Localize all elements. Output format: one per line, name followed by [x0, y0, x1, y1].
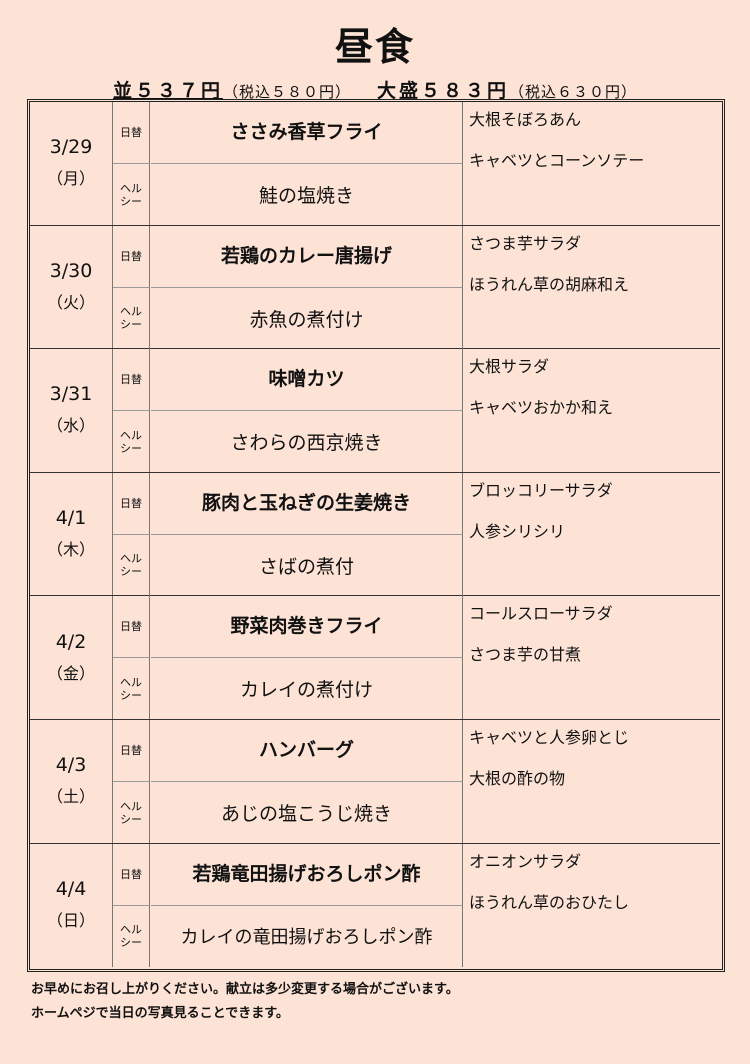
healthy-dish: あじの塩こうじ焼き — [151, 782, 463, 843]
weekday: （日） — [46, 911, 95, 931]
note-line: お早めにお召し上がりください。献立は多少変更する場合がございます。 — [31, 982, 459, 997]
side-dish: さつま芋サラダ — [469, 233, 582, 253]
side-dish: 大根の酢の物 — [469, 769, 566, 788]
date-cell: 4/4 （日） — [30, 843, 113, 968]
daily-dish: ハンバーグ — [151, 720, 463, 782]
healthy-dish: さわらの西京焼き — [151, 411, 463, 473]
healthy-label: ヘル シー — [113, 905, 150, 967]
side-dish: ブロッコリーサラダ — [469, 480, 613, 500]
menu-row: 3/31 （水） 日替 ヘル シー 味噌カツ さわらの西京焼き 大根サラダ キャ… — [30, 349, 720, 473]
side-dishes: さつま芋サラダ ほうれん草の胡麻和え — [469, 234, 629, 316]
daily-dish: 味噌カツ — [151, 349, 463, 412]
daily-dish: 若鶏のカレー唐揚げ — [151, 225, 463, 288]
menu-row: 4/3 （土） 日替 ヘル シー ハンバーグ あじの塩こうじ焼き キャベツと人参… — [30, 720, 720, 844]
side-dish: さつま芋の甘煮 — [469, 645, 582, 665]
date-cell: 3/30 （火） — [30, 225, 113, 349]
date: 3/29 — [49, 136, 93, 159]
menu-row: 4/1 （木） 日替 ヘル シー 豚肉と玉ねぎの生姜焼き さばの煮付 ブロッコリ… — [30, 472, 720, 597]
side-dish: キャベツとコーンソテー — [469, 151, 645, 170]
menu-row: 3/29 （月） 日替 ヘル シー ささみ香草フライ 鮭の塩焼き 大根そぼろあん… — [30, 102, 720, 226]
healthy-dish: 鮭の塩焼き — [151, 164, 463, 225]
side-dish: キャベツと人参卵とじ — [469, 728, 630, 747]
price-line: 並５３７円（税込５８０円） 大盛５８３円（税込６３０円） — [0, 80, 750, 103]
large-price-tax: （税込６３０円） — [509, 83, 638, 101]
side-dish: 大根サラダ — [469, 357, 550, 377]
regular-price-tax: （税込５８０円） — [222, 83, 351, 101]
healthy-label: ヘル シー — [113, 164, 150, 225]
weekday: （土） — [46, 787, 95, 807]
date: 4/1 — [55, 507, 87, 530]
weekday: （火） — [46, 292, 95, 312]
date-cell: 4/1 （木） — [30, 472, 113, 596]
side-dish: 人参シリシリ — [469, 521, 566, 541]
date-cell: 3/29 （月） — [30, 102, 113, 225]
weekday: （金） — [46, 663, 95, 683]
side-dishes: 大根サラダ キャベツおかか和え — [469, 357, 613, 439]
date-cell: 4/2 （金） — [30, 596, 113, 719]
daily-label: 日替 — [113, 472, 150, 535]
side-dish: ほうれん草の胡麻和え — [469, 274, 630, 294]
daily-dish: 豚肉と玉ねぎの生姜焼き — [151, 472, 463, 535]
date: 4/3 — [55, 754, 87, 777]
side-dishes: コールスローサラダ さつま芋の甘煮 — [469, 604, 613, 686]
daily-label: 日替 — [113, 349, 150, 412]
regular-price: 並５３７円 — [112, 80, 223, 102]
healthy-label: ヘル シー — [113, 534, 150, 596]
weekday: （月） — [46, 169, 95, 189]
side-dishes: キャベツと人参卵とじ 大根の酢の物 — [469, 728, 629, 810]
note-line: ホームペジで当日の写真見ることできます。 — [31, 1006, 289, 1021]
healthy-label: ヘル シー — [113, 411, 150, 473]
menu-row: 4/4 （日） 日替 ヘル シー 若鶏竜田揚げおろしポン酢 カレイの竜田揚げおろ… — [30, 843, 720, 968]
healthy-label: ヘル シー — [113, 658, 150, 720]
date-cell: 3/31 （水） — [30, 349, 113, 472]
side-dishes: オニオンサラダ ほうれん草のおひたし — [469, 852, 629, 934]
daily-dish: ささみ香草フライ — [151, 102, 463, 164]
side-dish: ほうれん草のおひたし — [469, 892, 630, 912]
healthy-label: ヘル シー — [113, 287, 150, 349]
daily-label: 日替 — [113, 596, 150, 659]
date: 3/30 — [49, 259, 93, 282]
side-dish: 大根そぼろあん — [469, 110, 582, 129]
healthy-dish: カレイの竜田揚げおろしポン酢 — [151, 905, 463, 967]
daily-label: 日替 — [113, 843, 150, 906]
side-dishes: 大根そぼろあん キャベツとコーンソテー — [469, 110, 644, 192]
menu-table: 3/29 （月） 日替 ヘル シー ささみ香草フライ 鮭の塩焼き 大根そぼろあん… — [27, 99, 725, 972]
side-dish: コールスローサラダ — [469, 604, 613, 624]
side-dish: オニオンサラダ — [469, 851, 582, 871]
healthy-dish: さばの煮付 — [151, 534, 463, 596]
date: 4/2 — [55, 630, 87, 653]
daily-label: 日替 — [113, 102, 150, 164]
side-dish: キャベツおかか和え — [469, 398, 614, 418]
date: 3/31 — [49, 383, 93, 406]
menu-row: 3/30 （火） 日替 ヘル シー 若鶏のカレー唐揚げ 赤魚の煮付け さつま芋サ… — [30, 225, 720, 350]
daily-dish: 若鶏竜田揚げおろしポン酢 — [151, 843, 463, 906]
healthy-dish: カレイの煮付け — [151, 658, 463, 720]
page-title: 昼食 — [334, 25, 415, 69]
daily-label: 日替 — [113, 225, 150, 288]
side-dishes: ブロッコリーサラダ 人参シリシリ — [469, 481, 613, 563]
healthy-label: ヘル シー — [113, 782, 150, 843]
date-cell: 4/3 （土） — [30, 720, 113, 843]
notes: お早めにお召し上がりください。献立は多少変更する場合がございます。 ホームペジで… — [31, 978, 459, 1026]
menu-row: 4/2 （金） 日替 ヘル シー 野菜肉巻きフライ カレイの煮付け コールスロー… — [30, 596, 720, 720]
large-price: 大盛５８３円 — [377, 80, 510, 102]
weekday: （木） — [46, 540, 95, 560]
weekday: （水） — [46, 416, 95, 436]
daily-label: 日替 — [113, 720, 150, 782]
daily-dish: 野菜肉巻きフライ — [151, 596, 463, 659]
date: 4/4 — [55, 878, 87, 901]
healthy-dish: 赤魚の煮付け — [151, 287, 463, 349]
